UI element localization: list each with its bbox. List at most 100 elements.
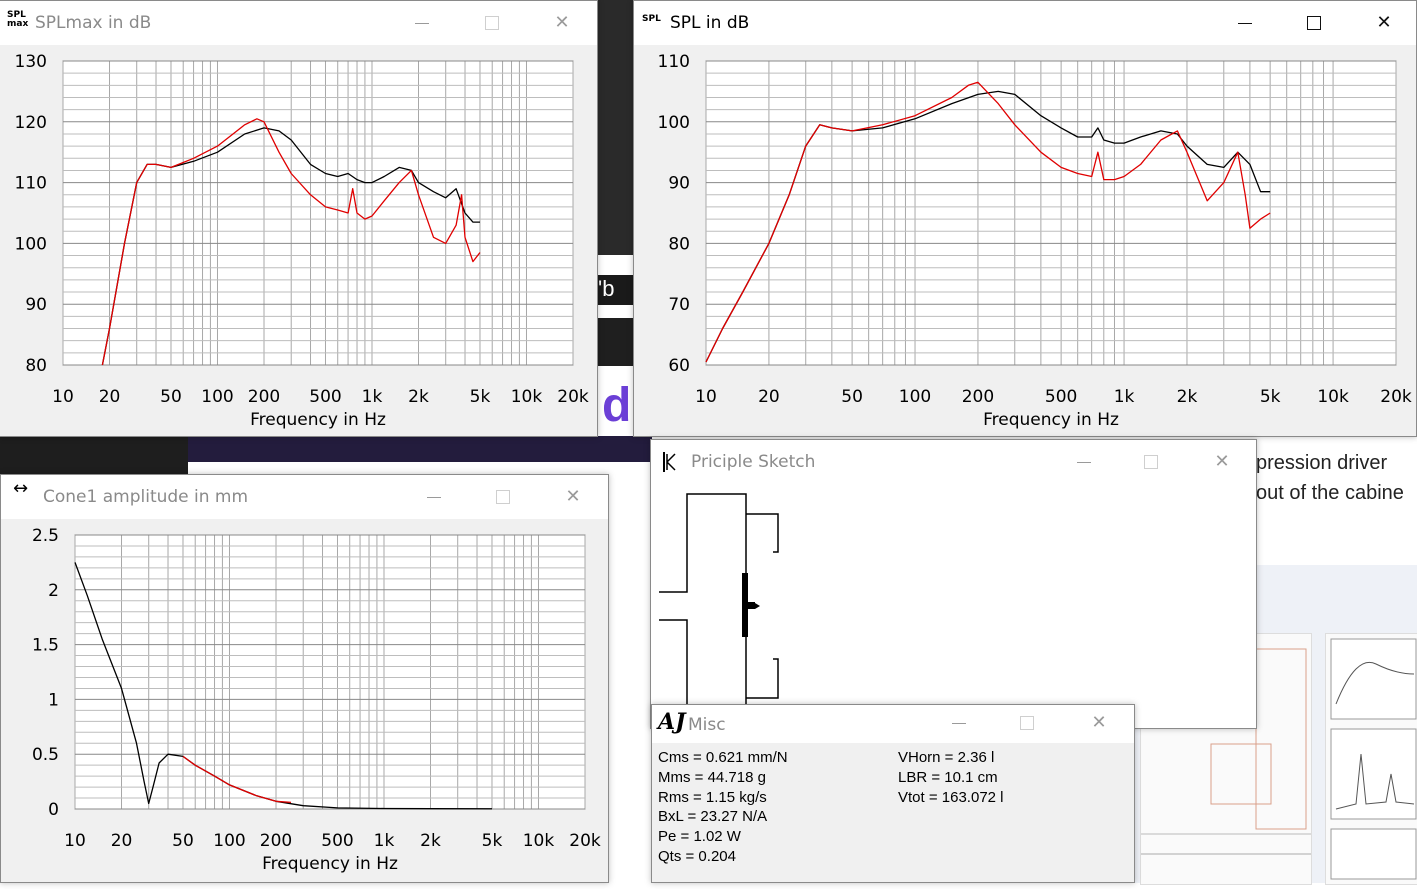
y-tick-label: 2.5 [32, 526, 59, 546]
x-tick-label: 20k [557, 387, 589, 407]
x-tick-label: 100 [213, 831, 245, 851]
bxl-value: BxL = 23.27 N/A [658, 808, 768, 825]
principle-sketch-window[interactable]: Priciple Sketch ✕ [650, 439, 1257, 744]
background-fragment-b: 'b [598, 276, 615, 301]
title-bar[interactable]: SPL SPL in dB ✕ [634, 1, 1416, 45]
title-bar[interactable]: Priciple Sketch ✕ [651, 440, 1256, 484]
background-thumbnail-graphs [1325, 633, 1417, 885]
x-tick-label: 100 [899, 387, 931, 407]
maximize-button[interactable] [1004, 707, 1050, 739]
plot-area [74, 534, 586, 810]
x-tick-label: 2k [420, 831, 441, 851]
title-bar[interactable]: SPL max SPLmax in dB ✕ [0, 1, 597, 45]
spl-window[interactable]: SPL SPL in dB ✕ 110 100 90 80 70 60 10 20 50 100 2… [633, 0, 1417, 437]
x-tick-label: 10 [64, 831, 86, 851]
x-tick-label: 5k [482, 831, 503, 851]
plot-area [62, 60, 574, 366]
x-tick-label: 5k [470, 387, 491, 407]
rms-value: Rms = 1.15 kg/s [658, 789, 767, 806]
x-tick-label: 50 [160, 387, 182, 407]
y-tick-label: 0.5 [32, 745, 59, 765]
misc-values: Cms = 0.621 mm/N Mms = 44.718 g Rms = 1.… [652, 743, 1134, 882]
close-icon: ✕ [1091, 712, 1107, 733]
x-tick-label: 100 [201, 387, 233, 407]
x-tick-label: 20 [111, 831, 133, 851]
x-tick-label: 10k [523, 831, 555, 851]
x-tick-label: 20k [1380, 387, 1412, 407]
minimize-button[interactable] [936, 707, 982, 739]
close-icon: ✕ [1214, 451, 1230, 472]
vhorn-value: VHorn = 2.36 l [898, 749, 995, 766]
title-bar[interactable]: ↔ Cone1 amplitude in mm ✕ [1, 475, 608, 519]
series-line-red [101, 118, 481, 366]
x-tick-label: 20 [99, 387, 121, 407]
misc-window[interactable]: AJ Misc ✕ Cms = 0.621 mm/N Mms = 44.718 … [651, 704, 1135, 883]
minimize-icon [415, 22, 429, 24]
x-tick-label: 1k [374, 831, 395, 851]
background-tile [598, 275, 634, 305]
x-tick-label: 2k [408, 387, 429, 407]
x-tick-label: 200 [248, 387, 280, 407]
y-tick-label: 80 [668, 234, 690, 254]
x-tick-label: 50 [172, 831, 194, 851]
maximize-button[interactable] [480, 481, 526, 513]
close-button[interactable]: ✕ [1361, 7, 1407, 39]
x-tick-label: 10 [695, 387, 717, 407]
x-tick-label: 500 [1045, 387, 1077, 407]
y-tick-label: 0 [48, 800, 59, 820]
lbr-value: LBR = 10.1 cm [898, 769, 998, 786]
chart-area: 130 120 110 100 90 80 10 20 50 100 200 500 1k 2k 5k 10k… [0, 45, 597, 436]
x-tick-label: 10 [52, 387, 74, 407]
y-tick-label: 120 [15, 113, 47, 133]
minimize-icon [1238, 22, 1252, 24]
background-purple-fragment: d [602, 379, 632, 432]
y-tick-label: 1.5 [32, 636, 59, 656]
splmax-window[interactable]: SPL max SPLmax in dB ✕ 130 120 110 100 90 80 10… [0, 0, 598, 437]
window-title: Priciple Sketch [691, 452, 816, 472]
close-icon: ✕ [554, 12, 570, 33]
close-button[interactable]: ✕ [1076, 707, 1122, 739]
x-tick-label: 20 [758, 387, 780, 407]
close-button[interactable]: ✕ [550, 481, 596, 513]
chart-area: 110 100 90 80 70 60 10 20 50 100 200 500 1k 2k 5k 10k 20… [634, 45, 1416, 436]
sketch-area [651, 484, 1256, 744]
y-tick-label: 100 [658, 113, 690, 133]
x-axis-label: Frequency in Hz [983, 410, 1119, 430]
splmax-app-icon: SPL max [7, 10, 29, 29]
y-tick-label: 130 [15, 52, 47, 72]
x-axis-label: Frequency in Hz [262, 854, 398, 874]
y-tick-label: 100 [15, 234, 47, 254]
background-image-strip [598, 0, 634, 255]
x-axis-label: Frequency in Hz [250, 410, 386, 430]
minimize-button[interactable] [1061, 446, 1107, 478]
close-button[interactable]: ✕ [1199, 446, 1245, 478]
window-title: SPLmax in dB [35, 13, 152, 33]
maximize-button[interactable] [469, 7, 515, 39]
misc-app-icon: AJ [658, 709, 686, 735]
vtot-value: Vtot = 163.072 l [898, 789, 1004, 806]
close-button[interactable]: ✕ [539, 7, 585, 39]
chart-area: 2.5 2 1.5 1 0.5 0 10 20 50 100 200 500 1k 2k 5k 10k 20k F… [1, 519, 608, 882]
minimize-icon [427, 496, 441, 498]
x-tick-label: 500 [321, 831, 353, 851]
qts-value: Qts = 0.204 [658, 848, 736, 865]
close-icon: ✕ [1376, 12, 1392, 33]
minimize-button[interactable] [1222, 7, 1268, 39]
series-line-red [705, 81, 1271, 363]
maximize-button[interactable] [1128, 446, 1174, 478]
close-icon: ✕ [565, 486, 581, 507]
minimize-button[interactable] [399, 7, 445, 39]
y-tick-label: 1 [48, 690, 59, 710]
cone-amplitude-chart: 2.5 2 1.5 1 0.5 010 20 50 100 200 500 1k 2k 5k 10k 20k F… [32, 526, 601, 874]
y-tick-label: 70 [668, 295, 690, 315]
minimize-button[interactable] [411, 481, 457, 513]
x-tick-label: 200 [962, 387, 994, 407]
maximize-icon [1307, 16, 1321, 30]
maximize-button[interactable] [1291, 7, 1337, 39]
y-tick-label: 90 [25, 295, 47, 315]
title-bar[interactable]: AJ Misc ✕ [652, 705, 1134, 743]
spl-app-icon: SPL [642, 14, 661, 24]
cone-amplitude-window[interactable]: ↔ Cone1 amplitude in mm ✕ 2.5 2 1.5 1 0.5 0 10… [0, 474, 609, 883]
